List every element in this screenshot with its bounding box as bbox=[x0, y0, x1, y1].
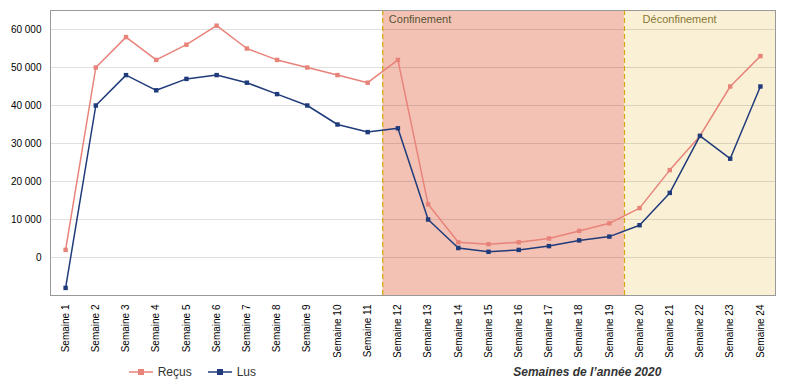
svg-text:0: 0 bbox=[36, 252, 42, 263]
svg-text:Semaine 9: Semaine 9 bbox=[301, 304, 312, 352]
html-text:Reçus: Reçus bbox=[157, 365, 192, 379]
svg-text:Semaine 10: Semaine 10 bbox=[332, 304, 343, 357]
svg-text:Semaine 19: Semaine 19 bbox=[604, 304, 615, 357]
svg-text:Semaine 20: Semaine 20 bbox=[634, 304, 645, 357]
svg-text:20 000: 20 000 bbox=[11, 176, 42, 187]
svg-text:Semaine 22: Semaine 22 bbox=[694, 304, 705, 357]
svg-text:Semaine 15: Semaine 15 bbox=[483, 304, 494, 357]
svg-text:40 000: 40 000 bbox=[11, 100, 42, 111]
svg-text:Déconfinement: Déconfinement bbox=[643, 13, 717, 25]
svg-text:Semaine 5: Semaine 5 bbox=[181, 304, 192, 352]
svg-text:Semaine 7: Semaine 7 bbox=[241, 304, 252, 352]
html-text:Semaines de l’année 2020: Semaines de l’année 2020 bbox=[513, 365, 662, 379]
svg-text:Semaine 11: Semaine 11 bbox=[362, 304, 373, 357]
svg-text:Semaine 17: Semaine 17 bbox=[543, 304, 554, 357]
svg-text:60 000: 60 000 bbox=[11, 24, 42, 35]
svg-text:Semaine 13: Semaine 13 bbox=[422, 304, 433, 357]
svg-text:Semaine 16: Semaine 16 bbox=[513, 304, 524, 357]
html-text:Lus: Lus bbox=[236, 365, 256, 379]
svg-text:Semaine 4: Semaine 4 bbox=[150, 304, 161, 352]
svg-text:Confinement: Confinement bbox=[389, 13, 451, 25]
svg-text:Semaine 2: Semaine 2 bbox=[90, 304, 101, 352]
svg-text:Semaine 3: Semaine 3 bbox=[120, 304, 131, 352]
svg-text:Semaine 1: Semaine 1 bbox=[60, 304, 71, 352]
svg-text:Semaine 12: Semaine 12 bbox=[392, 304, 403, 357]
svg-text:Semaine 23: Semaine 23 bbox=[724, 304, 735, 357]
svg-text:10 000: 10 000 bbox=[11, 214, 42, 225]
svg-text:50 000: 50 000 bbox=[11, 62, 42, 73]
svg-text:Semaine 21: Semaine 21 bbox=[664, 304, 675, 357]
svg-text:30 000: 30 000 bbox=[11, 138, 42, 149]
svg-text:Semaine 18: Semaine 18 bbox=[573, 304, 584, 357]
svg-text:Semaine 6: Semaine 6 bbox=[211, 304, 222, 352]
svg-text:Semaine 24: Semaine 24 bbox=[755, 304, 766, 357]
svg-text:Semaine 14: Semaine 14 bbox=[453, 304, 464, 357]
svg-text:Semaine 8: Semaine 8 bbox=[271, 304, 282, 352]
